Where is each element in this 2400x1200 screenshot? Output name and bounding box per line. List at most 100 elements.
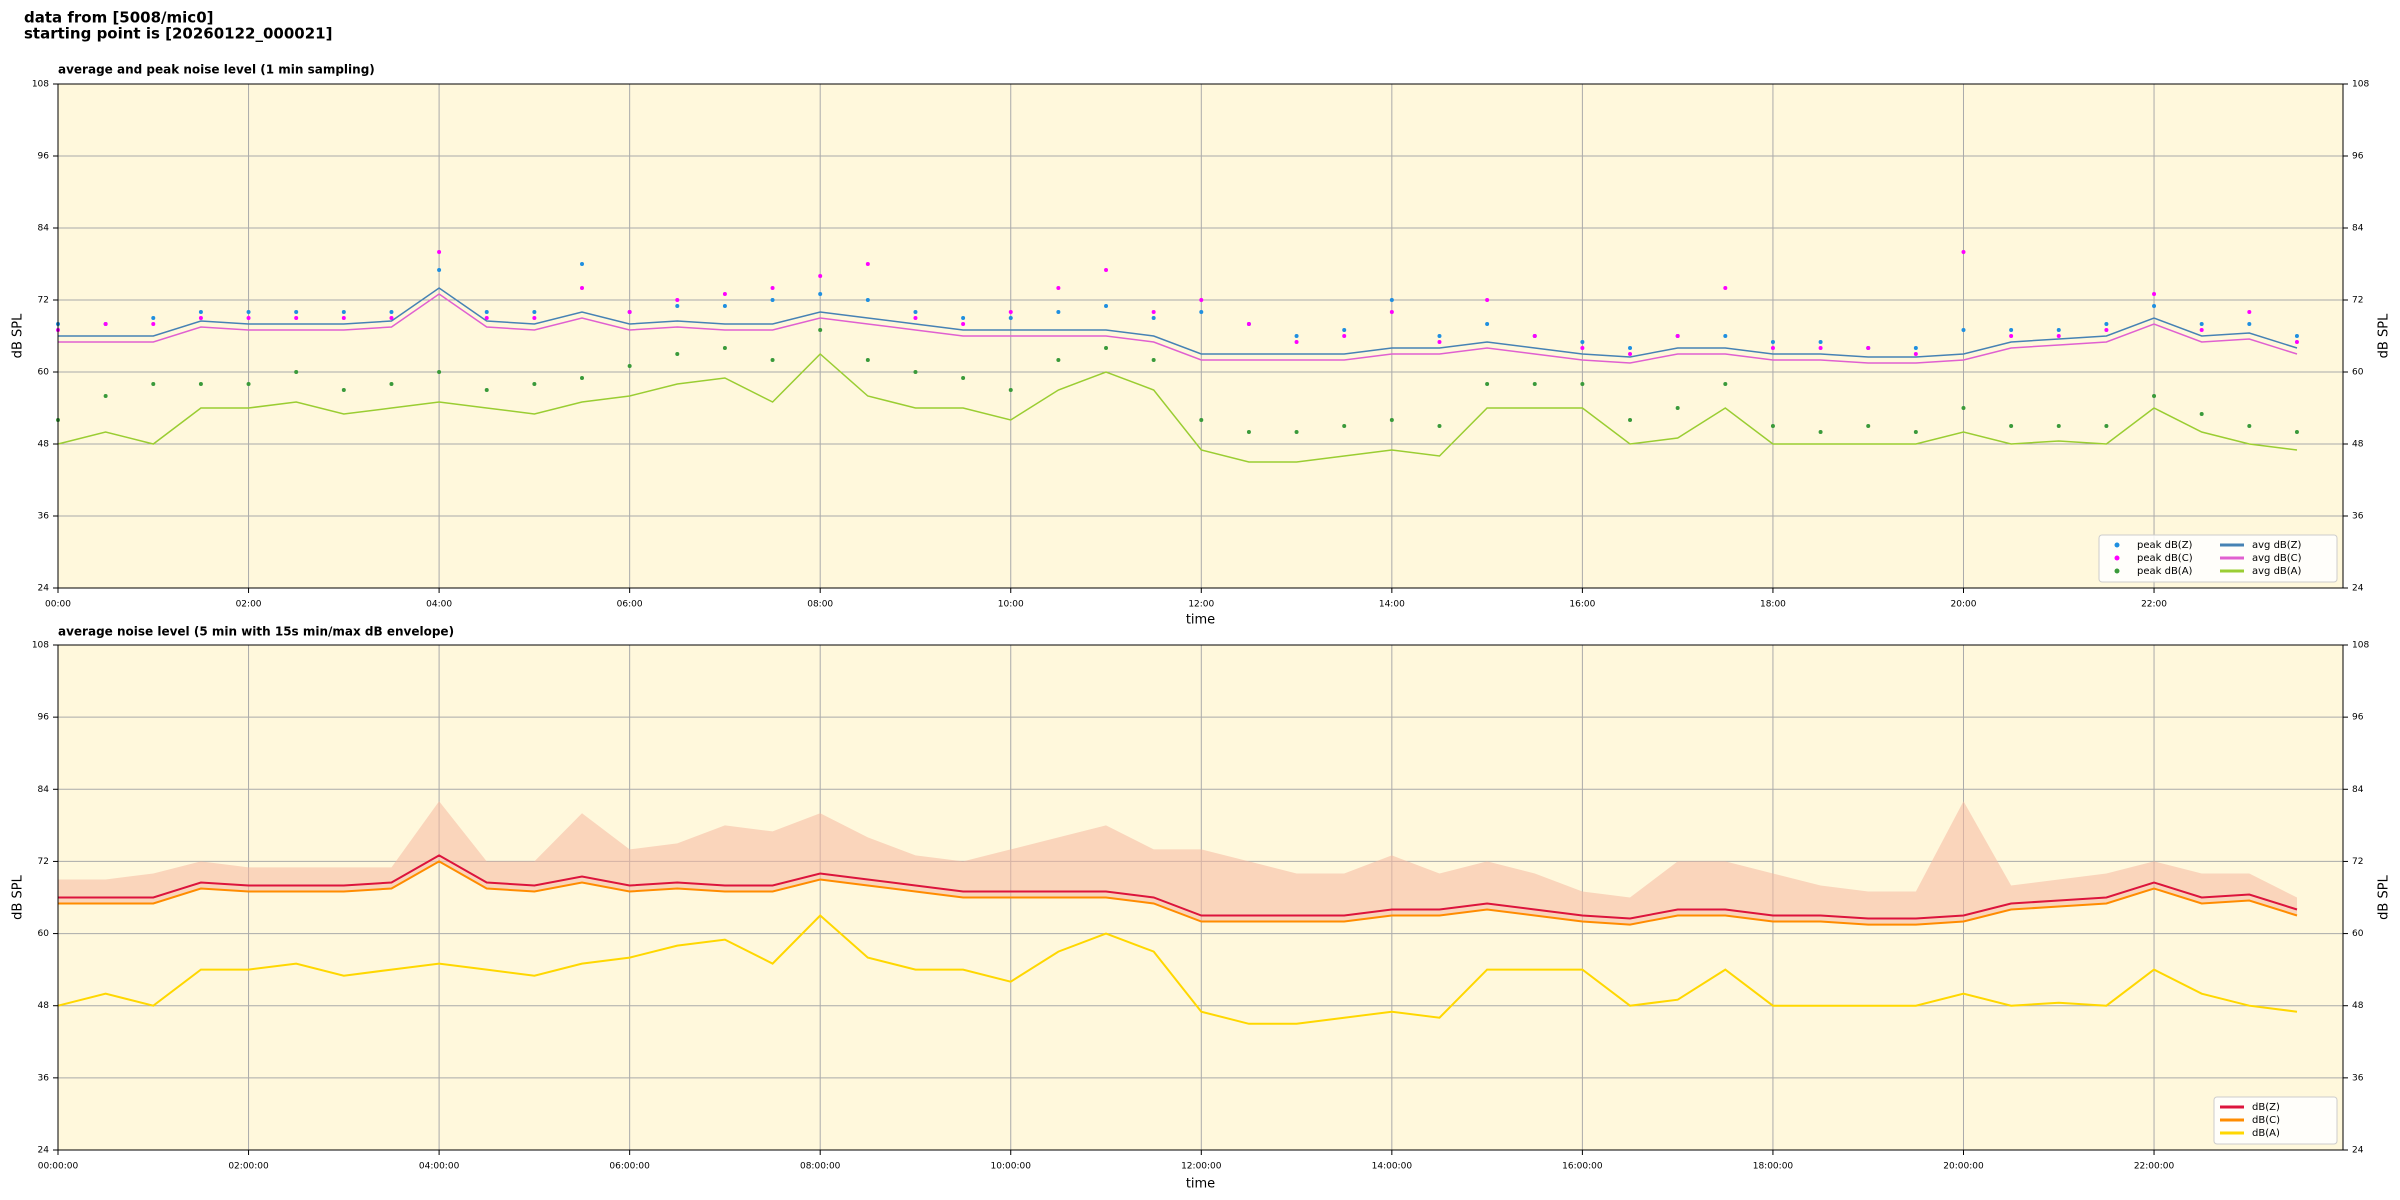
y-tick-label: 108 [32, 641, 49, 651]
peak-dot [1818, 430, 1823, 434]
peak-dot [1151, 310, 1156, 314]
peak-dot [818, 328, 823, 332]
peak-dot [1485, 298, 1490, 302]
peak-dot [1818, 340, 1823, 344]
peak-dot [2247, 322, 2252, 326]
x-tick-label: 04:00:00 [419, 1162, 460, 1172]
peak-dot [2294, 334, 2299, 338]
y-tick-label: 36 [2352, 1073, 2364, 1083]
y-tick-label: 48 [38, 440, 50, 450]
peak-dot [389, 310, 394, 314]
x-tick-label: 16:00:00 [1562, 1162, 1603, 1172]
peak-dot [1151, 316, 1156, 320]
x-tick-label: 14:00 [1379, 600, 1405, 610]
x-tick-label: 10:00:00 [991, 1162, 1032, 1172]
peak-dot [1628, 346, 1633, 350]
peak-dot [2056, 424, 2061, 428]
legend-label: dB(A) [2252, 1128, 2280, 1139]
legend-label: avg dB(C) [2252, 553, 2302, 564]
peak-dot [1818, 346, 1823, 350]
x-tick-label: 20:00 [1951, 600, 1977, 610]
peak-dot [1675, 334, 1680, 338]
y-tick-label: 24 [2352, 584, 2364, 594]
series-line [57, 352, 2298, 463]
series-line [58, 860, 2298, 926]
peak-dot [151, 316, 156, 320]
peak-dot [1389, 310, 1394, 314]
peak-dot [675, 352, 680, 356]
y-tick-label: 96 [2352, 152, 2364, 162]
y-tick-label: 60 [2352, 368, 2364, 378]
peak-dot [2104, 424, 2109, 428]
x-tick-label: 14:00:00 [1372, 1162, 1413, 1172]
y-tick-label: 60 [2352, 929, 2364, 939]
peak-dot [1485, 322, 1490, 326]
x-tick-label: 08:00 [807, 600, 833, 610]
x-axis-label: time [1186, 1177, 1215, 1192]
peak-dot [389, 382, 394, 386]
x-tick-label: 02:00:00 [228, 1162, 269, 1172]
x-tick-label: 06:00 [617, 600, 643, 610]
peak-dot [580, 376, 585, 380]
peak-dot [198, 382, 203, 386]
peak-dot [1532, 334, 1537, 338]
series-line [58, 293, 2298, 364]
peak-dot [1199, 298, 1204, 302]
peak-dot [1342, 334, 1347, 338]
series-line [58, 287, 2298, 358]
x-tick-label: 16:00 [1569, 600, 1595, 610]
y-tick-label: 36 [38, 1073, 50, 1083]
legend-box [2213, 1096, 2338, 1145]
peak-dot [2152, 292, 2157, 296]
peak-dot [1008, 388, 1013, 392]
y-axis-label: dB SPL [11, 313, 26, 358]
legend-label: avg dB(A) [2252, 566, 2302, 577]
peak-dot [1104, 304, 1109, 308]
legend-marker [2114, 568, 2120, 574]
chart-title: average noise level (5 min with 15s min/… [58, 625, 454, 639]
peak-dot [151, 322, 156, 326]
peak-dot [913, 370, 918, 374]
x-tick-label: 00:00 [45, 600, 71, 610]
x-tick-label: 12:00 [1188, 600, 1214, 610]
peak-dot [2199, 328, 2204, 332]
peak-dot [1056, 286, 1061, 290]
peak-dot [389, 316, 394, 320]
legend-label: peak dB(Z) [2137, 540, 2193, 551]
peak-dot [1723, 382, 1728, 386]
peak-dot [484, 310, 489, 314]
peak-dot [1628, 418, 1633, 422]
peak-dot [532, 382, 537, 386]
peak-dot [2294, 430, 2299, 434]
peak-dot [2294, 340, 2299, 344]
peak-dot [1961, 406, 1966, 410]
x-tick-label: 04:00 [426, 600, 452, 610]
y-tick-label: 36 [38, 512, 50, 522]
peak-dot [1437, 424, 1442, 428]
peak-dot [1628, 352, 1633, 356]
legend-marker [2114, 555, 2120, 561]
x-tick-label: 20:00:00 [1943, 1162, 1984, 1172]
legend-label: peak dB(A) [2137, 566, 2193, 577]
y-tick-label: 108 [2352, 641, 2369, 651]
peak-dot [1008, 310, 1013, 314]
peak-dot [722, 292, 727, 296]
y-tick-label: 108 [2352, 80, 2369, 90]
header-line: starting point is [20260122_000021] [24, 25, 332, 43]
peak-dot [961, 322, 966, 326]
x-tick-label: 22:00 [2141, 600, 2167, 610]
peak-dot [1580, 382, 1585, 386]
peak-dot [1199, 418, 1204, 422]
peak-dot [1342, 328, 1347, 332]
peak-dot [437, 268, 442, 272]
peak-dot [1056, 358, 1061, 362]
peak-dot [532, 310, 537, 314]
peak-dot [294, 310, 299, 314]
peak-dot [1342, 424, 1347, 428]
peak-dot [770, 298, 775, 302]
peak-dot [865, 358, 870, 362]
y-tick-label: 48 [38, 1001, 50, 1011]
y-tick-label: 48 [2352, 1001, 2364, 1011]
header-line: data from [5008/mic0] [24, 9, 214, 27]
